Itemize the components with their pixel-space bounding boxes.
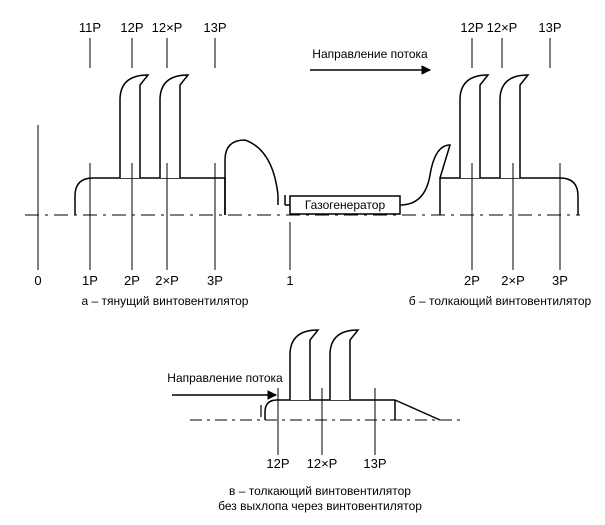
label-text: 12P bbox=[460, 20, 483, 35]
label-text: б – толкающий винтовентилятор bbox=[409, 294, 592, 308]
label-text: 12×P bbox=[307, 456, 338, 471]
label-text: 12P bbox=[120, 20, 143, 35]
label-text: Направление потока bbox=[167, 371, 283, 385]
label-text: 2×P bbox=[155, 273, 179, 288]
label-text: 13P bbox=[203, 20, 226, 35]
label-text: 2P bbox=[464, 273, 480, 288]
label-text: 12×P bbox=[152, 20, 183, 35]
label-text: 3P bbox=[207, 273, 223, 288]
label-text: 1 bbox=[286, 273, 293, 288]
label-text: в – толкающий винтовентилятор bbox=[229, 484, 411, 498]
label-text: 12×P bbox=[487, 20, 518, 35]
diagram-svg: 11P12P12×P13P12P12×P13PНаправление поток… bbox=[0, 0, 605, 525]
label-text: 12P bbox=[266, 456, 289, 471]
label-text: 13P bbox=[363, 456, 386, 471]
label-text: 3P bbox=[552, 273, 568, 288]
diagram-container: 11P12P12×P13P12P12×P13PНаправление поток… bbox=[0, 0, 605, 525]
label-text: 11P bbox=[79, 20, 101, 35]
label-text: 2×P bbox=[501, 273, 525, 288]
label-text: Газогенератор bbox=[305, 198, 386, 212]
label-text: Направление потока bbox=[312, 47, 428, 61]
label-text: 13P bbox=[538, 20, 561, 35]
label-text: 2P bbox=[124, 273, 140, 288]
label-text: 0 bbox=[34, 273, 41, 288]
label-text: 1P bbox=[82, 273, 98, 288]
label-text: a – тянущий винтовентилятор bbox=[82, 294, 249, 308]
label-text: без выхлопа через винтовентилятор bbox=[218, 499, 422, 513]
